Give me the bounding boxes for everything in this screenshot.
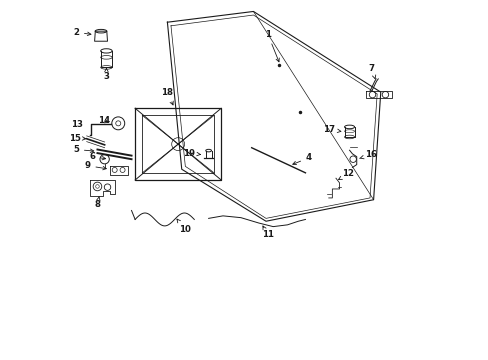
Text: 16: 16 [359, 150, 376, 159]
Text: 1: 1 [264, 30, 279, 62]
Text: 12: 12 [338, 170, 354, 180]
Text: 2: 2 [73, 28, 91, 37]
Text: 4: 4 [292, 153, 311, 165]
Text: 13: 13 [71, 120, 82, 129]
Text: 8: 8 [94, 197, 100, 209]
Text: 19: 19 [183, 149, 200, 158]
Text: 14: 14 [98, 116, 110, 125]
Text: 6: 6 [89, 152, 105, 161]
Text: 17: 17 [322, 125, 340, 134]
Text: 15: 15 [69, 134, 85, 143]
Text: 10: 10 [177, 219, 191, 234]
Text: 9: 9 [84, 161, 106, 170]
Text: 5: 5 [73, 145, 94, 154]
Text: 3: 3 [103, 68, 109, 81]
Text: 7: 7 [368, 64, 375, 79]
Text: 11: 11 [261, 226, 273, 239]
Text: 18: 18 [161, 87, 173, 105]
